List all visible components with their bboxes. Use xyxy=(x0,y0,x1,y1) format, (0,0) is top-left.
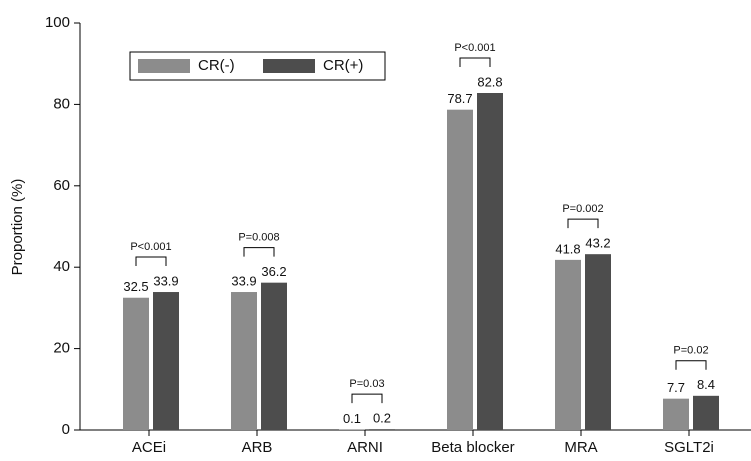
value-label: 32.5 xyxy=(123,279,148,294)
legend-label: CR(-) xyxy=(198,57,235,74)
bar xyxy=(231,292,257,430)
x-tick-label: ARB xyxy=(242,439,273,456)
p-bracket xyxy=(675,360,707,370)
p-value: P=0.008 xyxy=(238,232,279,244)
p-bracket xyxy=(135,256,167,267)
value-label: 33.9 xyxy=(231,273,256,288)
bar xyxy=(477,93,503,430)
x-tick-label: MRA xyxy=(564,439,597,456)
p-bracket xyxy=(459,57,491,68)
bar xyxy=(585,254,611,430)
x-tick-label: ACEi xyxy=(132,439,166,456)
y-tick-label: 60 xyxy=(53,177,70,194)
p-value: P=0.002 xyxy=(562,203,603,215)
value-label: 36.2 xyxy=(261,264,286,279)
legend-label: CR(+) xyxy=(323,57,363,74)
bar xyxy=(663,398,689,430)
x-tick-label: ARNI xyxy=(347,439,383,456)
p-bracket xyxy=(243,247,275,257)
y-tick-label: 80 xyxy=(53,95,70,112)
bar xyxy=(369,429,395,430)
legend-swatch xyxy=(138,59,190,73)
x-tick-label: SGLT2i xyxy=(664,439,714,456)
p-value: P=0.02 xyxy=(673,345,708,357)
value-label: 33.9 xyxy=(153,273,178,288)
value-label: 41.8 xyxy=(555,241,580,256)
value-label: 7.7 xyxy=(667,380,685,395)
p-value: P<0.001 xyxy=(454,42,495,54)
p-value: P=0.03 xyxy=(349,378,384,390)
y-axis-label: Proportion (%) xyxy=(9,179,26,276)
bar xyxy=(693,395,719,430)
bar xyxy=(261,282,287,430)
legend-swatch xyxy=(263,59,315,73)
bar xyxy=(447,109,473,430)
value-label: 82.8 xyxy=(477,74,502,89)
bar xyxy=(555,259,581,430)
p-bracket xyxy=(351,393,383,404)
y-tick-label: 0 xyxy=(62,421,70,438)
x-tick-label: Beta blocker xyxy=(431,439,514,456)
value-label: 8.4 xyxy=(697,377,715,392)
value-label: 0.1 xyxy=(343,411,361,426)
y-tick-label: 40 xyxy=(53,258,70,275)
y-tick-label: 20 xyxy=(53,340,70,357)
bar xyxy=(123,297,149,430)
p-value: P<0.001 xyxy=(130,241,171,253)
y-tick-label: 100 xyxy=(45,14,70,31)
value-label: 0.2 xyxy=(373,411,391,426)
p-bracket xyxy=(567,218,599,229)
value-label: 43.2 xyxy=(585,236,610,251)
bar xyxy=(153,292,179,430)
value-label: 78.7 xyxy=(447,91,472,106)
